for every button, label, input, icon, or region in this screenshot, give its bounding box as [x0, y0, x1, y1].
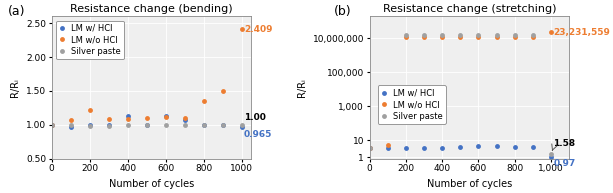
Line: Silver paste: Silver paste: [49, 122, 244, 129]
Title: Resistance change (bending): Resistance change (bending): [70, 4, 233, 14]
LM w/o HCl: [457, 36, 464, 38]
LM w/ HCl: [493, 145, 500, 147]
Silver paste: [181, 124, 188, 126]
LM w/o HCl: [438, 36, 446, 38]
Silver paste: [48, 124, 55, 126]
LM w/o HCl: [421, 36, 428, 38]
X-axis label: Number of cycles: Number of cycles: [427, 179, 512, 189]
LM w/ HCl: [143, 124, 150, 126]
LM w/ HCl: [421, 147, 428, 149]
LM w/o HCl: [475, 36, 482, 38]
Line: LM w/o HCl: LM w/o HCl: [49, 27, 244, 127]
Text: 2.409: 2.409: [244, 25, 273, 34]
Silver paste: [124, 124, 131, 126]
LM w/o HCl: [219, 90, 226, 92]
Silver paste: [219, 124, 226, 126]
Silver paste: [493, 34, 500, 36]
Text: 0.965: 0.965: [244, 130, 272, 139]
LM w/o HCl: [143, 117, 150, 119]
LM w/ HCl: [48, 124, 55, 126]
LM w/ HCl: [511, 146, 519, 148]
LM w/ HCl: [105, 124, 112, 126]
LM w/o HCl: [124, 118, 131, 121]
Y-axis label: R/Rᵢ: R/Rᵢ: [10, 78, 20, 97]
LM w/ HCl: [67, 125, 74, 128]
Silver paste: [366, 147, 373, 149]
LM w/o HCl: [511, 36, 519, 38]
Silver paste: [529, 34, 536, 36]
LM w/o HCl: [366, 147, 373, 149]
LM w/o HCl: [402, 36, 409, 38]
LM w/o HCl: [493, 36, 500, 38]
Silver paste: [421, 34, 428, 36]
LM w/ HCl: [384, 147, 392, 149]
Text: 1.58: 1.58: [554, 139, 576, 148]
LM w/o HCl: [547, 31, 555, 33]
Legend: LM w/ HCl, LM w/o HCl, Silver paste: LM w/ HCl, LM w/o HCl, Silver paste: [56, 20, 124, 59]
LM w/o HCl: [86, 109, 93, 111]
LM w/o HCl: [529, 36, 536, 38]
Line: Silver paste: Silver paste: [367, 33, 554, 156]
Text: (b): (b): [333, 5, 351, 18]
Text: 0.97: 0.97: [554, 159, 576, 168]
Silver paste: [67, 124, 74, 126]
LM w/o HCl: [200, 100, 207, 102]
LM w/ HCl: [457, 146, 464, 148]
LM w/o HCl: [48, 124, 55, 126]
LM w/ HCl: [529, 146, 536, 148]
Silver paste: [547, 152, 555, 155]
Silver paste: [438, 34, 446, 36]
LM w/ HCl: [124, 115, 131, 117]
Line: LM w/o HCl: LM w/o HCl: [367, 30, 554, 150]
LM w/ HCl: [475, 145, 482, 147]
Silver paste: [511, 34, 519, 36]
LM w/ HCl: [219, 124, 226, 126]
LM w/o HCl: [67, 119, 74, 121]
LM w/ HCl: [162, 115, 169, 117]
Y-axis label: R/Rᵢ: R/Rᵢ: [297, 78, 307, 97]
Line: LM w/ HCl: LM w/ HCl: [367, 144, 554, 160]
Line: LM w/ HCl: LM w/ HCl: [49, 113, 244, 130]
LM w/o HCl: [105, 118, 112, 120]
Silver paste: [402, 34, 409, 36]
LM w/o HCl: [162, 116, 169, 118]
Silver paste: [86, 125, 93, 127]
LM w/ HCl: [402, 147, 409, 149]
LM w/ HCl: [86, 124, 93, 127]
LM w/ HCl: [200, 124, 207, 126]
LM w/ HCl: [366, 147, 373, 149]
Silver paste: [162, 124, 169, 126]
LM w/ HCl: [438, 147, 446, 149]
LM w/ HCl: [547, 156, 555, 158]
Silver paste: [457, 34, 464, 36]
Text: 1.00: 1.00: [244, 113, 266, 122]
Silver paste: [475, 34, 482, 36]
LM w/o HCl: [384, 144, 392, 146]
LM w/ HCl: [181, 119, 188, 121]
LM w/ HCl: [238, 126, 245, 128]
Text: 23,231,559: 23,231,559: [554, 28, 610, 37]
Silver paste: [105, 125, 112, 127]
Silver paste: [143, 124, 150, 126]
Text: (a): (a): [8, 5, 25, 18]
Silver paste: [238, 124, 245, 126]
Silver paste: [200, 124, 207, 126]
LM w/o HCl: [238, 28, 245, 30]
Title: Resistance change (stretching): Resistance change (stretching): [383, 4, 556, 14]
X-axis label: Number of cycles: Number of cycles: [109, 179, 194, 189]
LM w/o HCl: [181, 117, 188, 119]
Legend: LM w/ HCl, LM w/o HCl, Silver paste: LM w/ HCl, LM w/o HCl, Silver paste: [378, 85, 446, 124]
